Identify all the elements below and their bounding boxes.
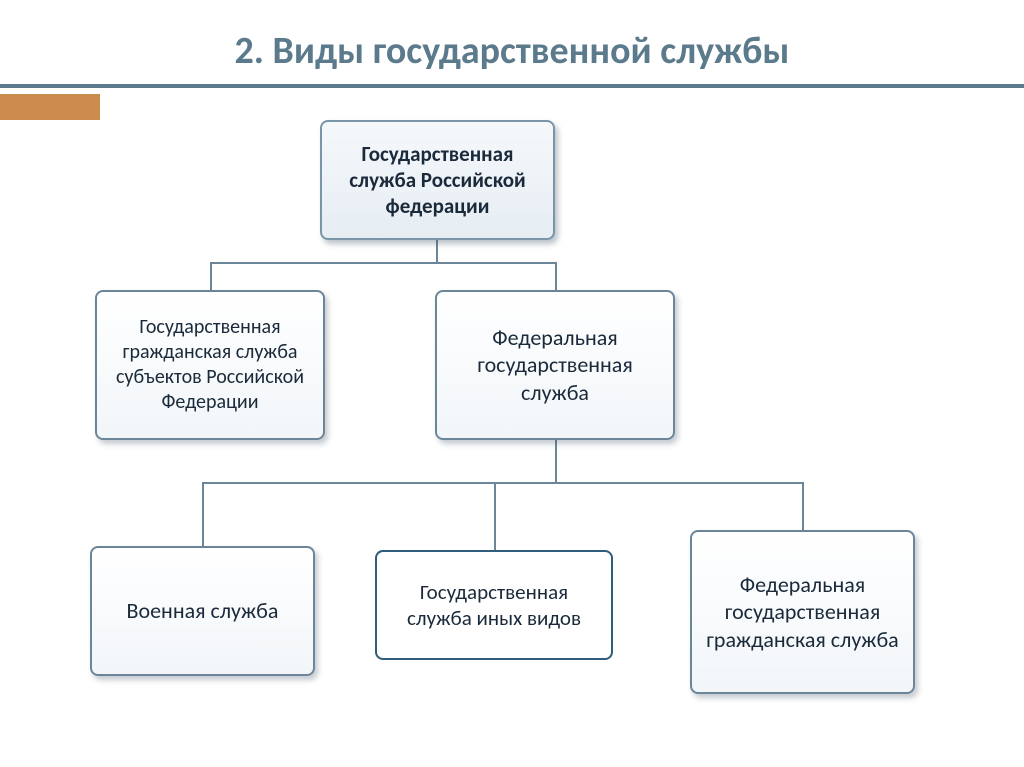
title-underline	[0, 84, 1024, 88]
slide-title: 2. Виды государственной службы	[0, 0, 1024, 82]
node-label: Государственная служба Российской федера…	[336, 141, 539, 220]
node-label: Военная служба	[127, 597, 279, 625]
node-label: Государственная служба иных видов	[391, 579, 597, 632]
connector	[202, 482, 204, 546]
org-diagram: Государственная служба Российской федера…	[0, 110, 1024, 760]
connector	[210, 262, 557, 264]
node-label: Федеральная государственная служба	[451, 324, 659, 407]
node-civil-subjects: Государственная гражданская служба субъе…	[95, 290, 325, 440]
node-federal-civil: Федеральная государственная гражданская …	[690, 530, 915, 694]
connector	[202, 482, 804, 484]
node-label: Федеральная государственная гражданская …	[706, 571, 899, 654]
connector	[555, 262, 557, 290]
connector	[555, 440, 557, 482]
connector	[436, 240, 438, 262]
connector	[802, 482, 804, 530]
node-other-types: Государственная служба иных видов	[375, 550, 613, 660]
node-federal: Федеральная государственная служба	[435, 290, 675, 440]
connector	[494, 482, 496, 550]
connector	[210, 262, 212, 290]
node-military: Военная служба	[90, 546, 315, 676]
node-root: Государственная служба Российской федера…	[320, 120, 555, 240]
node-label: Государственная гражданская служба субъе…	[111, 315, 309, 415]
